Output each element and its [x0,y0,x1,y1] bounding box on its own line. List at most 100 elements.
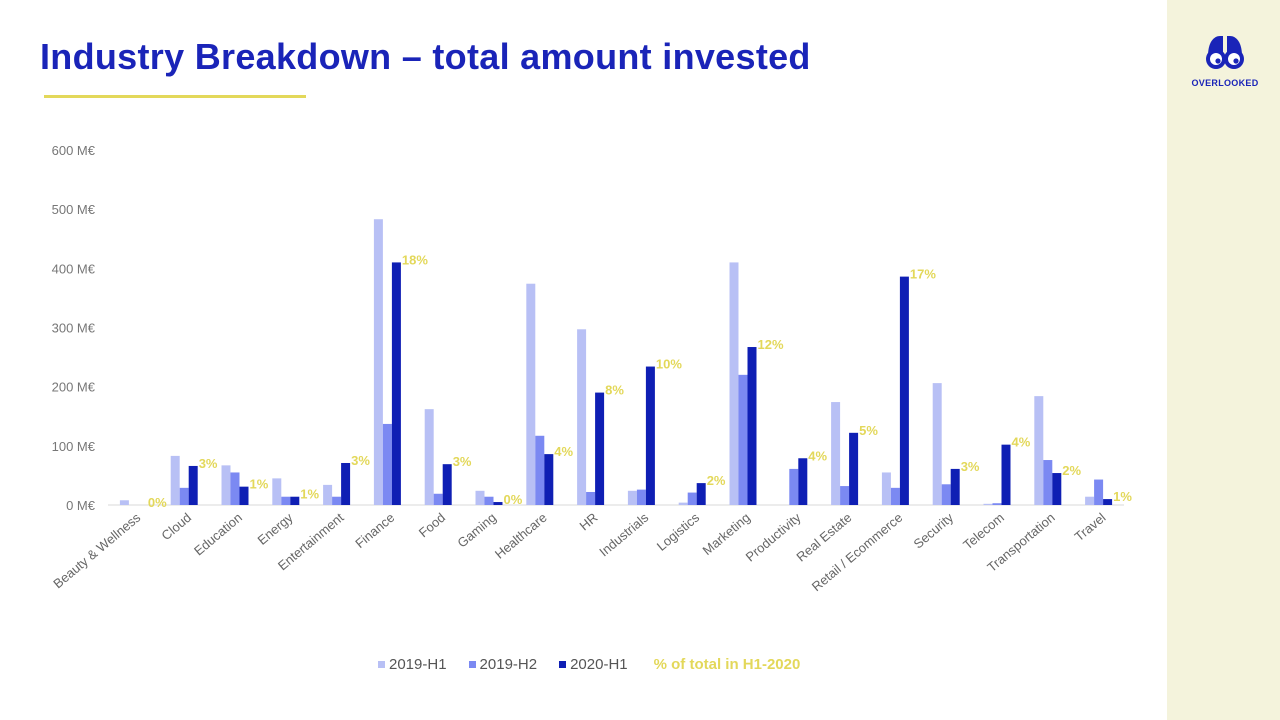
bar [1094,479,1104,505]
bar [493,502,503,505]
bar [535,435,545,505]
bar [890,487,900,505]
bar [484,496,494,505]
bar [687,492,697,505]
bar [1043,460,1053,505]
bar [475,490,485,505]
bar [221,465,231,505]
chart-legend: 2019-H1 2019-H2 2020-H1 % of total in H1… [378,654,800,674]
x-tick-label: HR [576,510,600,534]
legend-item-2019-h1: 2019-H1 [378,656,447,673]
legend-label: 2020-H1 [570,655,628,673]
bar [1034,396,1044,505]
percent-label: 10% [656,357,682,372]
percent-label: 4% [808,448,827,463]
bar [281,496,291,505]
x-tick-label: Finance [352,510,397,551]
bar [627,490,637,505]
legend-item-2020-h1: 2020-H1 [559,656,628,673]
bar [1001,444,1011,505]
percent-label: 1% [1113,489,1132,504]
y-tick-label: 0 M€ [66,498,96,513]
x-tick-label: Retail / Ecommerce [809,510,906,594]
x-tick-label: Food [416,510,448,541]
bar [382,423,392,505]
y-tick-label: 200 M€ [52,380,96,395]
percent-label: 3% [453,454,472,469]
bar [747,347,757,505]
title-underline [44,95,306,98]
bar [849,432,859,505]
bar [831,402,841,505]
bar [899,276,909,505]
x-tick-label: Healthcare [492,510,550,562]
legend-label: 2019-H1 [389,655,447,673]
percent-label: 8% [605,383,624,398]
percent-label: 4% [554,444,573,459]
binoculars-icon [1206,36,1244,69]
bar [789,468,799,505]
bar [373,219,383,505]
bar [950,468,960,505]
bar [230,472,240,505]
bar [1103,499,1113,505]
bar [526,283,536,505]
bar [932,383,942,505]
x-tick-label: Education [191,510,245,559]
percent-label: 3% [199,456,218,471]
percent-label: 2% [1062,463,1081,478]
bar [290,496,300,505]
bar [738,374,748,505]
bar [881,472,891,505]
bar [586,491,596,505]
logo-text: OVERLOOKED [1191,78,1259,88]
bar [341,462,351,505]
bar [941,484,951,505]
x-tick-label: Gaming [454,510,499,551]
percent-label: 4% [1012,435,1031,450]
percent-label: 3% [351,453,370,468]
bar [391,262,401,505]
slide-title: Industry Breakdown – total amount invest… [40,36,811,77]
percent-label: 0% [504,492,523,507]
x-tick-label: Travel [1072,510,1109,544]
bar [1085,496,1095,505]
side-panel [1167,0,1280,720]
x-tick-label: Logistics [654,509,703,553]
bar [272,478,282,505]
legend-item-2019-h2: 2019-H2 [468,655,538,673]
bar [170,455,180,505]
x-tick-label: Telecom [960,510,1007,553]
bar [992,503,1002,505]
bar [1052,473,1062,505]
bar [645,366,655,505]
y-tick-label: 100 M€ [52,439,96,454]
bar [544,454,554,505]
percent-label: 1% [300,487,319,502]
x-tick-label: Energy [255,509,297,547]
x-tick-label: Cloud [158,510,194,543]
bar [332,496,342,505]
bar [424,409,434,505]
bar [442,464,452,505]
percent-label: 3% [961,459,980,474]
percent-label: 12% [758,337,784,352]
y-tick-label: 500 M€ [52,202,96,217]
bar [983,503,993,505]
legend-swatch [559,660,567,668]
percent-label: 2% [707,473,726,488]
bar [433,493,443,505]
bar [636,489,646,505]
bar-chart: 0 M€ 100 M€ 200 M€ 300 M€ 400 M€ 500 M€ 600 M€… [50,143,1132,594]
legend-label: 2019-H2 [479,655,538,673]
y-tick-label: 400 M€ [52,261,96,276]
y-tick-label: 600 M€ [52,143,96,158]
bar [798,458,808,505]
percent-label: 0% [148,495,167,510]
percent-label: 18% [402,252,428,267]
y-tick-label: 300 M€ [52,321,96,336]
logo: OVERLOOKED [1180,30,1270,92]
percent-label: 1% [250,477,269,492]
bar [179,487,189,505]
bar [595,392,605,505]
